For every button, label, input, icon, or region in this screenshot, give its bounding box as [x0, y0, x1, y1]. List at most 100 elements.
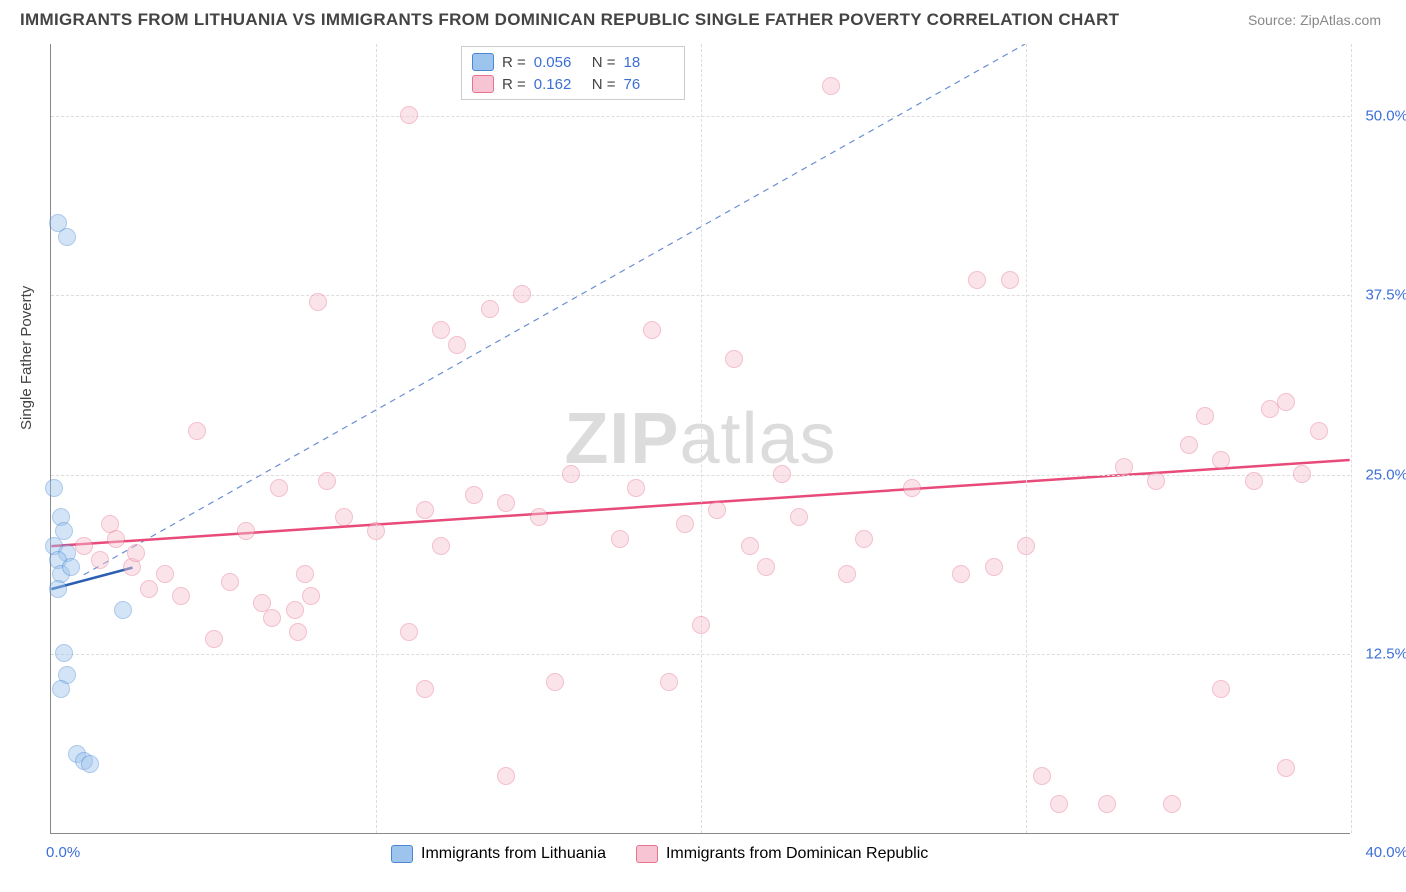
- scatter-point-dominican: [855, 530, 873, 548]
- scatter-point-dominican: [1196, 407, 1214, 425]
- scatter-point-dominican: [172, 587, 190, 605]
- scatter-point-dominican: [708, 501, 726, 519]
- y-axis-label: Single Father Poverty: [18, 286, 35, 430]
- scatter-point-dominican: [432, 321, 450, 339]
- scatter-point-dominican: [127, 544, 145, 562]
- scatter-point-dominican: [1293, 465, 1311, 483]
- scatter-point-dominican: [530, 508, 548, 526]
- legend-r-label: R =: [502, 76, 526, 93]
- scatter-point-dominican: [400, 106, 418, 124]
- legend-n-value: 18: [624, 54, 674, 71]
- chart-title: IMMIGRANTS FROM LITHUANIA VS IMMIGRANTS …: [20, 10, 1119, 30]
- scatter-point-dominican: [205, 630, 223, 648]
- scatter-point-lithuania: [58, 228, 76, 246]
- scatter-point-dominican: [1180, 436, 1198, 454]
- scatter-point-dominican: [188, 422, 206, 440]
- scatter-point-dominican: [611, 530, 629, 548]
- legend-stat-row-lithuania: R =0.056N =18: [472, 51, 674, 73]
- scatter-point-dominican: [302, 587, 320, 605]
- gridline-vertical: [1026, 44, 1027, 833]
- scatter-point-dominican: [140, 580, 158, 598]
- scatter-point-dominican: [289, 623, 307, 641]
- scatter-point-dominican: [448, 336, 466, 354]
- scatter-point-dominican: [1163, 795, 1181, 813]
- scatter-point-dominican: [335, 508, 353, 526]
- scatter-point-dominican: [1212, 680, 1230, 698]
- scatter-point-dominican: [903, 479, 921, 497]
- scatter-point-dominican: [1277, 759, 1295, 777]
- scatter-point-dominican: [286, 601, 304, 619]
- watermark-bold: ZIP: [564, 399, 679, 479]
- scatter-point-dominican: [790, 508, 808, 526]
- legend-series-label: Immigrants from Lithuania: [421, 845, 606, 863]
- scatter-point-dominican: [432, 537, 450, 555]
- scatter-point-dominican: [497, 494, 515, 512]
- scatter-point-dominican: [1033, 767, 1051, 785]
- scatter-point-dominican: [481, 300, 499, 318]
- legend-series: Immigrants from Lithuania Immigrants from…: [391, 845, 928, 863]
- legend-n-label: N =: [592, 54, 616, 71]
- scatter-point-dominican: [643, 321, 661, 339]
- x-tick-label: 0.0%: [46, 844, 80, 861]
- scatter-point-dominican: [309, 293, 327, 311]
- watermark-rest: atlas: [679, 399, 836, 479]
- scatter-point-lithuania: [81, 755, 99, 773]
- scatter-point-dominican: [156, 565, 174, 583]
- scatter-point-lithuania: [45, 479, 63, 497]
- scatter-point-dominican: [1001, 271, 1019, 289]
- y-tick-label: 12.5%: [1365, 646, 1406, 663]
- scatter-point-dominican: [237, 522, 255, 540]
- scatter-point-dominican: [1277, 393, 1295, 411]
- y-tick-label: 50.0%: [1365, 107, 1406, 124]
- scatter-point-dominican: [546, 673, 564, 691]
- scatter-point-dominican: [692, 616, 710, 634]
- scatter-point-dominican: [367, 522, 385, 540]
- y-tick-label: 37.5%: [1365, 287, 1406, 304]
- scatter-point-dominican: [263, 609, 281, 627]
- legend-swatch-icon: [472, 75, 494, 93]
- scatter-point-lithuania: [49, 580, 67, 598]
- chart-source: Source: ZipAtlas.com: [1248, 12, 1381, 28]
- scatter-point-dominican: [465, 486, 483, 504]
- scatter-point-dominican: [1050, 795, 1068, 813]
- legend-r-value: 0.162: [534, 76, 584, 93]
- scatter-point-dominican: [952, 565, 970, 583]
- scatter-point-dominican: [91, 551, 109, 569]
- legend-swatch-icon: [391, 845, 413, 863]
- scatter-point-dominican: [101, 515, 119, 533]
- scatter-point-dominican: [1147, 472, 1165, 490]
- scatter-point-dominican: [318, 472, 336, 490]
- chart-plot-area: ZIPatlas R =0.056N =18R =0.162N =76 Immi…: [50, 44, 1350, 834]
- scatter-point-dominican: [1245, 472, 1263, 490]
- scatter-point-dominican: [985, 558, 1003, 576]
- scatter-point-dominican: [741, 537, 759, 555]
- scatter-point-dominican: [1115, 458, 1133, 476]
- y-tick-label: 25.0%: [1365, 466, 1406, 483]
- scatter-point-dominican: [221, 573, 239, 591]
- scatter-point-dominican: [1212, 451, 1230, 469]
- gridline-vertical: [376, 44, 377, 833]
- scatter-point-dominican: [773, 465, 791, 483]
- scatter-point-dominican: [757, 558, 775, 576]
- legend-r-value: 0.056: [534, 54, 584, 71]
- scatter-point-dominican: [725, 350, 743, 368]
- scatter-point-dominican: [416, 501, 434, 519]
- legend-stat-row-dominican: R =0.162N =76: [472, 73, 674, 95]
- scatter-point-dominican: [562, 465, 580, 483]
- legend-item-lithuania: Immigrants from Lithuania: [391, 845, 606, 863]
- scatter-point-dominican: [1310, 422, 1328, 440]
- legend-stats-box: R =0.056N =18R =0.162N =76: [461, 46, 685, 100]
- scatter-point-lithuania: [114, 601, 132, 619]
- scatter-point-dominican: [822, 77, 840, 95]
- scatter-point-dominican: [400, 623, 418, 641]
- scatter-point-dominican: [416, 680, 434, 698]
- gridline-vertical: [1351, 44, 1352, 833]
- scatter-point-dominican: [1098, 795, 1116, 813]
- scatter-point-dominican: [627, 479, 645, 497]
- scatter-point-dominican: [660, 673, 678, 691]
- legend-swatch-icon: [636, 845, 658, 863]
- legend-series-label: Immigrants from Dominican Republic: [666, 845, 928, 863]
- scatter-point-lithuania: [55, 644, 73, 662]
- scatter-point-dominican: [968, 271, 986, 289]
- scatter-point-dominican: [497, 767, 515, 785]
